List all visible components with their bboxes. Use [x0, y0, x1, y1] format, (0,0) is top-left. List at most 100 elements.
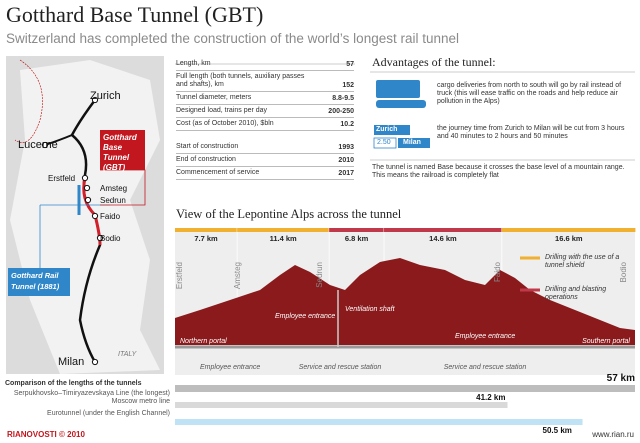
- city-label: Amsteg: [100, 184, 127, 193]
- mountains: [175, 258, 635, 345]
- city-label: Milan: [58, 356, 84, 368]
- city-label: Erstfeld: [48, 174, 75, 183]
- fact-value: 2017: [338, 170, 354, 177]
- gbt-length-bar: [175, 385, 635, 392]
- legend-label: Drilling and blasting operations: [545, 286, 607, 301]
- fact-label: End of construction: [176, 156, 236, 163]
- below-label: Employee entrance: [200, 364, 260, 371]
- fact-value: 1993: [338, 144, 354, 151]
- fact-row: Cost (as of October 2010), $bln 10.2: [176, 118, 354, 131]
- profile-title: View of the Lepontine Alps across the tu…: [176, 207, 402, 221]
- segment-label: 11.4 km: [270, 234, 297, 243]
- fact-value: 57: [346, 61, 354, 68]
- fact-label: Commencement of service: [176, 169, 260, 176]
- advantage-freight: cargo deliveries from north to south wil…: [437, 82, 622, 105]
- facts-table: Length, km 57 Full length (both tunnels, a…: [176, 58, 354, 180]
- station-dot: [91, 358, 99, 366]
- profile-annotation: Southern portal: [582, 338, 630, 345]
- fact-row: Start of construction 1993: [176, 141, 354, 154]
- country-label: ITALY: [118, 351, 137, 358]
- fact-value: 10.2: [340, 121, 354, 128]
- city-label: Lucerne: [18, 139, 58, 151]
- comparison-bar: [175, 419, 583, 425]
- zurich-icon: [374, 125, 410, 135]
- profile-annotation: Employee entrance: [455, 333, 515, 340]
- icon-time: 2.50: [377, 139, 391, 146]
- fact-label: Start of construction: [176, 143, 239, 150]
- below-label: Service and rescue station: [299, 364, 382, 371]
- profile-annotation: Ventilation shaft: [345, 306, 396, 313]
- segment-label: 6.8 km: [345, 234, 369, 243]
- stations: Zurich Lucerne Erstfeld Amsteg Sedrun Faido Bo…: [18, 90, 127, 368]
- advantage-time: the journey time from Zurich to Milan wi…: [437, 125, 625, 140]
- city-label: Faido: [100, 212, 121, 221]
- fact-row: Full length (both tunnels, auxiliary pas…: [176, 71, 354, 92]
- comparison-bar: [175, 402, 508, 408]
- station-label: Sedrun: [315, 262, 324, 288]
- city-label: Zurich: [90, 90, 121, 102]
- station-dot: [84, 196, 92, 204]
- icon-from: Zurich: [376, 126, 398, 133]
- fact-row: End of construction 2010: [176, 154, 354, 167]
- border: [14, 59, 43, 143]
- station-label: Erstfeld: [175, 262, 184, 289]
- gbt-label: Gotthard Base Tunnel (GBT): [103, 133, 137, 172]
- time-icon: [373, 137, 397, 149]
- comparison-label: 50.5 km: [543, 426, 572, 435]
- station-dot: [83, 184, 91, 192]
- station-label: Amsteg: [233, 262, 242, 289]
- milan-icon: [398, 138, 430, 148]
- segment-strip: [384, 228, 502, 232]
- station-dot: [41, 141, 49, 149]
- fact-label: Full length (both tunnels, auxiliary pas…: [176, 73, 305, 88]
- icon-to: Milan: [403, 139, 421, 146]
- gbt-box: [100, 130, 145, 170]
- below-label: Service and rescue station: [444, 364, 527, 371]
- profile-annotation: Employee entrance: [275, 313, 335, 320]
- old-tunnel-label: Gotthard Rail Tunnel (1881): [11, 271, 60, 291]
- station-dot: [91, 96, 99, 104]
- segment-strip: [175, 228, 238, 232]
- fact-row: Commencement of service 2017: [176, 167, 354, 180]
- fact-value: 200-250: [328, 108, 354, 115]
- fact-label: Cost (as of October 2010), $bln: [176, 120, 274, 127]
- profile-annotation: Northern portal: [180, 338, 227, 345]
- fact-label: Length, km: [176, 60, 211, 67]
- fact-value: 8.8-9.5: [332, 95, 354, 102]
- station-label: Faido: [493, 261, 502, 282]
- comparison-name: Serpukhovsko–Timiryazevskaya Line (the l…: [13, 390, 170, 405]
- fact-row: Tunnel diameter, meters 8.8-9.5: [176, 92, 354, 105]
- station-dot: [96, 234, 104, 242]
- title: Gotthard Base Tunnel (GBT): [6, 2, 264, 27]
- fact-label: Tunnel diameter, meters: [176, 94, 252, 101]
- comparison-title: Comparison of the lengths of the tunnels: [5, 380, 142, 387]
- profile: 7.7 km 11.4 km 6.8 km 14.6 km 16.6 km Erstfel…: [175, 228, 637, 435]
- train-icon: [376, 100, 426, 108]
- fact-row: Length, km 57: [176, 58, 354, 71]
- footer-credit: RIANOVOSTI © 2010: [7, 430, 85, 439]
- segment-strip: [237, 228, 330, 232]
- city-label: Bodio: [100, 234, 121, 243]
- segment-label: 16.6 km: [555, 234, 583, 243]
- fact-value: 152: [342, 82, 354, 89]
- advantages-heading: Advantages of the tunnel:: [372, 55, 496, 69]
- station-label: Bodio: [619, 261, 628, 282]
- gbt-length-label: 57 km: [607, 373, 635, 384]
- segment-label: 7.7 km: [194, 234, 218, 243]
- legend-label: Drilling with the use of a tunnel shield: [545, 254, 620, 269]
- station-dot: [81, 174, 89, 182]
- station-dot: [91, 212, 99, 220]
- segment-strip: [501, 228, 636, 232]
- comparison-label: 41.2 km: [476, 393, 505, 402]
- truck-icon: [376, 80, 420, 98]
- fact-label: Designed load, trains per day: [176, 107, 268, 114]
- advantage-note: The tunnel is named Base because it cros…: [372, 164, 625, 179]
- footer-url: www.rian.ru: [591, 430, 634, 439]
- city-label: Sedrun: [100, 196, 126, 205]
- segment-label: 14.6 km: [429, 234, 457, 243]
- fact-row: Designed load, trains per day 200-250: [176, 105, 354, 118]
- old-box: [8, 268, 70, 296]
- comparison-name: Eurotunnel (under the English Channel): [47, 410, 170, 417]
